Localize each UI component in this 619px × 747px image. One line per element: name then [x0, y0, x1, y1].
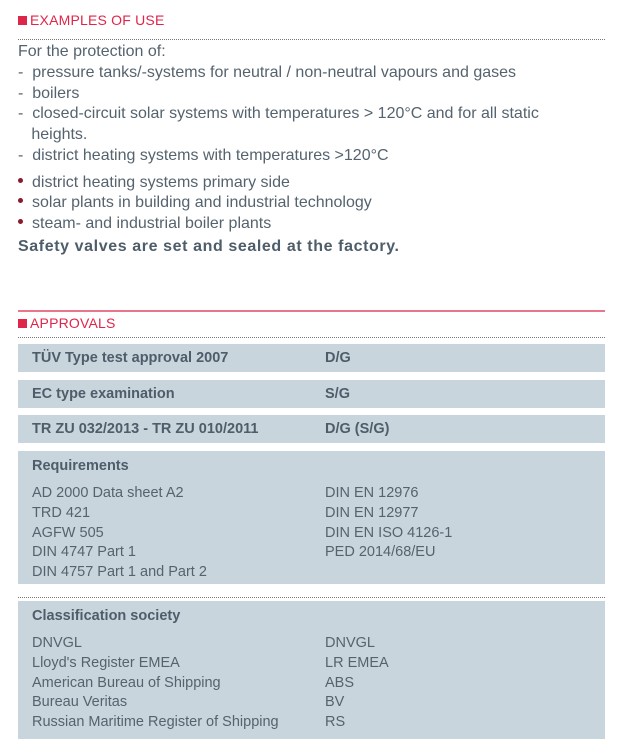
bullet-icon: [18, 219, 23, 225]
divider: [18, 39, 605, 40]
divider: [18, 337, 605, 338]
approval-value: D/G: [325, 350, 351, 366]
classification-right: DNVGL LR EMEA ABS BV RS: [325, 634, 389, 733]
examples-heading: EXAMPLES OF USE: [18, 12, 164, 28]
approval-row: TÜV Type test approval 2007 D/G: [18, 344, 605, 372]
bullet-icon: [18, 198, 23, 204]
bullet-text: district heating systems primary side: [32, 174, 290, 191]
list-item: - closed-circuit solar systems with temp…: [18, 105, 539, 122]
requirement: DIN 4757 Part 1 and Part 2: [32, 564, 207, 581]
bullet-icon: [18, 178, 23, 184]
requirement: DIN EN 12977: [325, 504, 419, 521]
divider: [18, 597, 605, 598]
requirement: DIN EN ISO 4126-1: [325, 524, 453, 541]
requirements-title: Requirements: [32, 458, 129, 474]
requirement: DIN EN 12976: [325, 485, 419, 501]
society-code: DNVGL: [325, 635, 375, 651]
section-divider: [18, 310, 605, 312]
heading-marker-icon: [18, 318, 27, 328]
society: Bureau Veritas: [32, 694, 128, 711]
society-code: RS: [325, 714, 346, 731]
intro-text: For the protection of:: [18, 43, 166, 60]
list-item: heights.: [18, 126, 88, 143]
society-code: LR EMEA: [325, 654, 389, 671]
classification-panel: Classification society DNVGL Lloyd's Reg…: [18, 601, 605, 739]
approvals-heading: APPROVALS: [18, 315, 116, 331]
requirements-right: DIN EN 12976 DIN EN 12977 DIN EN ISO 412…: [325, 484, 452, 563]
approval-value: S/G: [325, 386, 350, 402]
list-item: - district heating systems with temperat…: [18, 147, 389, 164]
society: Lloyd's Register EMEA: [32, 654, 180, 671]
list-item: - pressure tanks/-systems for neutral / …: [18, 64, 517, 81]
bullet-text: solar plants in building and industrial …: [32, 194, 372, 211]
factory-note: Safety valves are set and sealed at the …: [18, 238, 400, 255]
society: American Bureau of Shipping: [32, 674, 221, 691]
society: Russian Maritime Register of Shipping: [32, 714, 279, 731]
society-code: ABS: [325, 674, 355, 691]
bullet-item: district heating systems primary side: [18, 174, 290, 192]
bullet-text: steam- and industrial boiler plants: [32, 215, 272, 232]
approval-row: TR ZU 032/2013 - TR ZU 010/2011 D/G (S/G): [18, 415, 605, 443]
society: DNVGL: [32, 635, 82, 651]
approval-name: TÜV Type test approval 2007: [32, 350, 229, 366]
examples-heading-text: EXAMPLES OF USE: [30, 12, 165, 28]
requirement: AD 2000 Data sheet A2: [32, 485, 184, 501]
society-code: BV: [325, 694, 345, 711]
approval-name: EC type examination: [32, 386, 175, 402]
approvals-heading-text: APPROVALS: [30, 315, 116, 331]
approval-value: D/G (S/G): [325, 421, 390, 437]
requirement: PED 2014/68/EU: [325, 544, 436, 561]
bullet-item: steam- and industrial boiler plants: [18, 215, 271, 233]
requirements-panel: Requirements AD 2000 Data sheet A2 TRD 4…: [18, 451, 605, 584]
classification-title: Classification society: [32, 608, 181, 624]
heading-marker-icon: [18, 15, 27, 25]
requirement: DIN 4747 Part 1: [32, 544, 136, 561]
requirements-left: AD 2000 Data sheet A2 TRD 421 AGFW 505 D…: [32, 484, 207, 583]
approval-name: TR ZU 032/2013 - TR ZU 010/2011: [32, 421, 259, 437]
bullet-item: solar plants in building and industrial …: [18, 194, 372, 212]
requirement: AGFW 505: [32, 524, 104, 541]
list-item: - boilers: [18, 85, 80, 102]
classification-left: DNVGL Lloyd's Register EMEA American Bur…: [32, 634, 279, 733]
approval-row: EC type examination S/G: [18, 380, 605, 408]
requirement: TRD 421: [32, 504, 91, 521]
